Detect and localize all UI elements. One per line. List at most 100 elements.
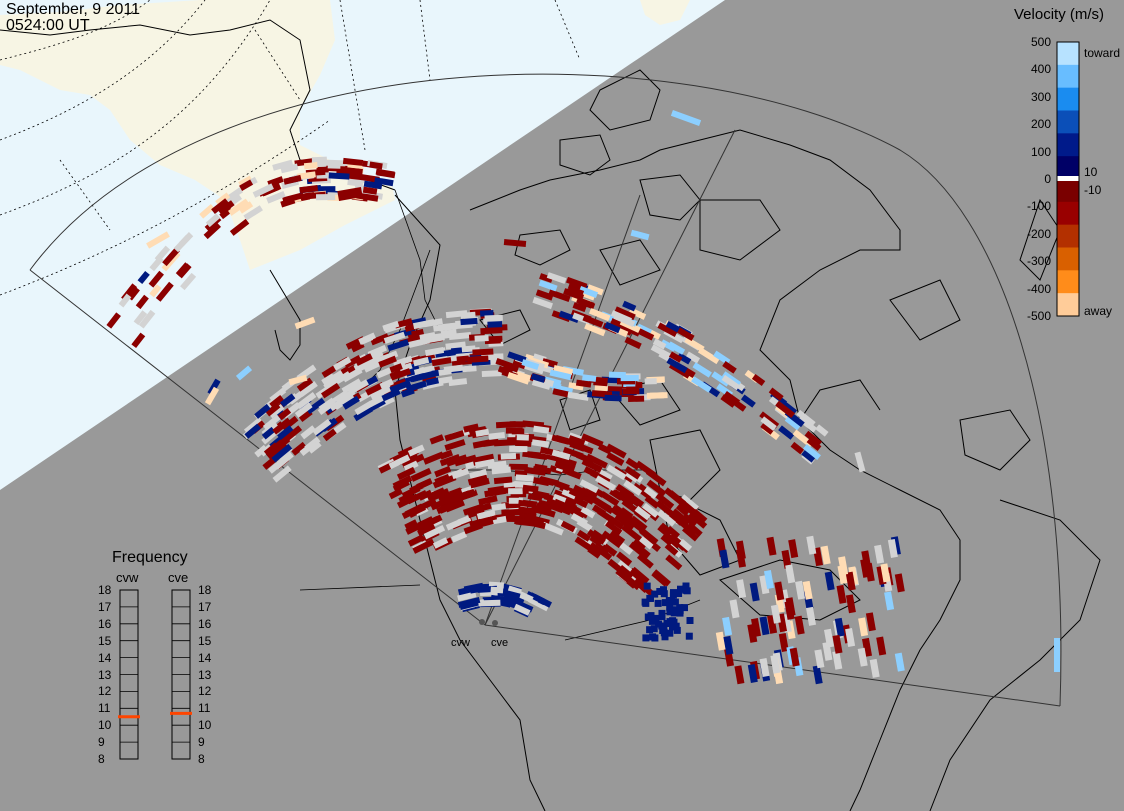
radar-echo-cell	[621, 523, 643, 543]
radar-echo-cell	[582, 374, 597, 382]
radar-echo-cell	[670, 110, 702, 126]
radar-echo-cell	[749, 582, 760, 602]
radar-echo-cell	[747, 664, 758, 683]
radar-echo-cell	[729, 599, 740, 619]
radar-echo-cell	[430, 499, 445, 511]
radar-echo-cell	[527, 519, 546, 530]
radar-echo-cell	[502, 594, 519, 604]
radar-echo-cell	[254, 444, 268, 458]
velocity-inner-label-pos: 10	[1084, 165, 1098, 179]
radar-echo-cell	[820, 545, 831, 565]
radar-echo-cell	[582, 314, 604, 328]
radar-echo-cell	[596, 499, 614, 515]
radar-echo-cell	[677, 585, 684, 593]
radar-echo-cell	[711, 371, 730, 387]
radar-echo-cell	[486, 353, 504, 361]
radar-echo-cell	[296, 377, 314, 392]
radar-echo-cell	[720, 394, 736, 408]
radar-echo-cell	[795, 580, 806, 600]
radar-echo-cell	[660, 590, 668, 598]
radar-echo-cell	[652, 569, 671, 587]
graticule	[0, 0, 581, 296]
radar-echo-cell	[591, 504, 607, 517]
radar-echo-cell	[479, 309, 494, 317]
radar-echo-cell	[445, 519, 461, 531]
radar-echo-cell	[451, 468, 470, 480]
radar-echo-cell	[865, 612, 876, 632]
velocity-tick-label: 0	[1044, 172, 1051, 186]
radar-echo-cell	[487, 321, 503, 328]
radar-echo-cell	[894, 652, 905, 672]
radar-echo-cell	[459, 599, 479, 610]
radar-echo-cell	[323, 375, 342, 391]
radar-echo-cell	[836, 584, 847, 604]
radar-echo-cell	[518, 591, 540, 606]
radar-echo-cell	[493, 476, 513, 485]
radar-echo-cell	[410, 504, 426, 517]
radar-echo-cell	[552, 493, 567, 504]
velocity-tick-label: -300	[1026, 254, 1051, 269]
radar-echo-cell	[683, 587, 691, 595]
radar-echo-cell	[493, 438, 517, 447]
colorbar-segment	[1057, 270, 1079, 294]
radar-echo-cell	[388, 488, 403, 500]
colorbar-segment	[1057, 293, 1079, 317]
radar-echo-cell	[431, 357, 452, 367]
frequency-tick-label-right: 11	[198, 701, 211, 716]
radar-echo-cell	[162, 247, 180, 267]
radar-echo-cell	[605, 443, 627, 459]
radar-echo-cell	[681, 604, 688, 612]
radar-echo-cell	[770, 654, 781, 674]
radar-echo-cell	[654, 599, 662, 607]
radar-echo-cell	[531, 439, 550, 448]
radar-echo-cell	[636, 553, 654, 569]
radar-echo-cell	[794, 615, 805, 635]
radar-echo-cell	[629, 515, 648, 532]
radar-echo-cell	[491, 466, 512, 475]
radar-echo-cell	[684, 336, 705, 352]
radar-echo-cell	[630, 566, 650, 584]
radar-echo-cell	[404, 519, 418, 531]
radar-echo-cell	[252, 183, 274, 198]
radar-echo-cell	[442, 321, 464, 331]
radar-echo-cell	[516, 434, 529, 441]
radar-echo-cell	[432, 477, 448, 489]
radar-echo-cell	[265, 402, 281, 417]
radar-echo-cell	[624, 466, 641, 480]
radar-echo-cell	[508, 488, 523, 495]
radar-echo-cell	[320, 382, 341, 399]
radar-echo-cell	[268, 403, 285, 419]
radar-echo-cell	[484, 487, 507, 498]
radar-echo-cell	[280, 393, 296, 408]
radar-echo-cell	[616, 551, 633, 567]
radar-echo-cell	[760, 422, 775, 435]
frequency-tick-label-left: 16	[98, 616, 112, 631]
radar-echo-cell	[461, 345, 476, 353]
radar-echo-cell	[880, 563, 891, 583]
radar-echo-cell	[375, 168, 395, 178]
radar-echo-cell	[801, 449, 816, 463]
radar-echo-cell	[649, 392, 664, 399]
radar-echo-cell	[462, 365, 477, 373]
radar-echo-cell	[337, 186, 363, 202]
radar-label-cve: cve	[491, 637, 509, 649]
radar-echo-cell	[887, 539, 898, 558]
frequency-scales	[118, 589, 192, 760]
radar-echo-cell	[359, 334, 374, 345]
velocity-tick-label: 200	[1030, 117, 1051, 132]
radar-label-cvw: cvw	[451, 637, 470, 649]
radar-echo-cell	[894, 573, 905, 593]
velocity-tick-label: 500	[1030, 35, 1051, 49]
radar-field-of-view	[29, 73, 1062, 707]
radar-echo-cell	[379, 350, 399, 363]
radar-echo-cell	[597, 468, 613, 482]
radar-echo-cell	[623, 480, 643, 496]
radar-echo-cell	[456, 355, 470, 363]
frequency-tick-label-left: 14	[98, 650, 112, 665]
radar-echo-cell	[567, 391, 589, 401]
radar-echo-cell	[735, 540, 746, 560]
radar-echo-cell	[530, 505, 551, 517]
radar-echo-cell	[514, 518, 531, 526]
radar-echo-cell	[568, 435, 586, 447]
radar-echo-cell	[272, 159, 294, 171]
